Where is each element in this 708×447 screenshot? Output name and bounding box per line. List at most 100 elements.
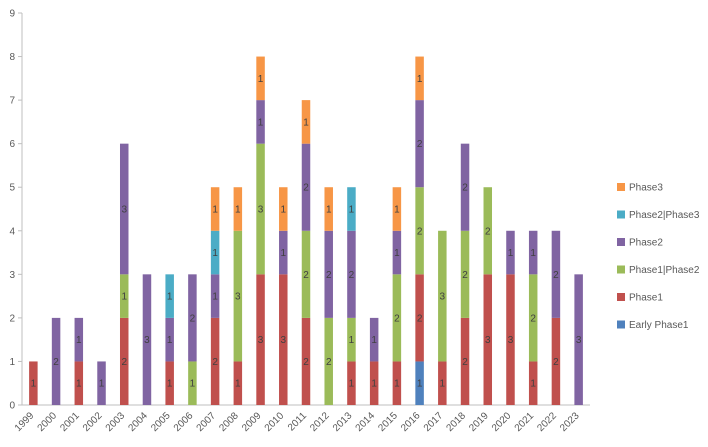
bar-segment bbox=[392, 187, 402, 231]
data-label: 1 bbox=[326, 205, 332, 216]
data-label: 1 bbox=[371, 335, 377, 346]
y-tick-label: 4 bbox=[9, 226, 15, 237]
data-label: 1 bbox=[417, 379, 423, 390]
x-tick-label: 2005 bbox=[149, 410, 173, 434]
legend-label: Phase3 bbox=[629, 183, 663, 194]
bar-segment bbox=[483, 274, 493, 405]
bar-segment bbox=[256, 143, 265, 275]
x-tick-label: 2022 bbox=[535, 410, 559, 434]
data-label: 1 bbox=[76, 379, 82, 390]
bar-segment bbox=[210, 274, 220, 318]
data-label: 2 bbox=[394, 313, 400, 324]
bars bbox=[29, 56, 583, 405]
bar-segment bbox=[210, 317, 220, 405]
data-label: 3 bbox=[121, 205, 127, 216]
bar-segment bbox=[347, 317, 356, 362]
bar-segment bbox=[165, 361, 174, 405]
y-tick-label: 5 bbox=[9, 183, 15, 194]
legend-label: Phase2 bbox=[629, 238, 663, 249]
legend-swatch bbox=[617, 183, 625, 191]
bar-segment bbox=[165, 274, 174, 318]
data-label: 3 bbox=[485, 335, 491, 346]
bar-segment bbox=[324, 187, 333, 231]
legend-swatch bbox=[617, 210, 625, 219]
legend-label: Phase1|Phase2 bbox=[629, 265, 700, 276]
data-label: 2 bbox=[303, 183, 309, 194]
data-label: 2 bbox=[485, 226, 491, 237]
data-label: 2 bbox=[462, 270, 468, 281]
x-tick-label: 2009 bbox=[240, 410, 264, 434]
x-tick-label: 2000 bbox=[36, 410, 60, 434]
data-label: 2 bbox=[190, 313, 196, 324]
data-label: 3 bbox=[258, 205, 264, 216]
data-label: 2 bbox=[417, 313, 423, 324]
data-label: 1 bbox=[303, 117, 309, 128]
data-label: 1 bbox=[235, 379, 241, 390]
data-label: 1 bbox=[530, 379, 536, 390]
bar-segment bbox=[415, 56, 424, 101]
bar-segment bbox=[301, 230, 311, 318]
x-tick-label: 2006 bbox=[172, 410, 196, 434]
bar-segment bbox=[119, 143, 129, 275]
x-tick-label: 2018 bbox=[445, 410, 469, 434]
data-label: 1 bbox=[76, 335, 82, 346]
data-label: 3 bbox=[235, 292, 241, 303]
data-label: 1 bbox=[167, 335, 173, 346]
bar-segment bbox=[528, 274, 538, 362]
data-label: 1 bbox=[167, 379, 173, 390]
data-label: 2 bbox=[212, 357, 218, 368]
x-tick-label: 2019 bbox=[467, 410, 491, 434]
bar-segment bbox=[142, 274, 152, 405]
x-tick-label: 2004 bbox=[126, 410, 150, 434]
bar-segment bbox=[301, 143, 311, 231]
data-label: 2 bbox=[53, 357, 59, 368]
bar-segment bbox=[74, 361, 84, 405]
bar-segment bbox=[574, 274, 583, 405]
bar-segment bbox=[256, 100, 265, 144]
bar-segment bbox=[279, 274, 288, 405]
bar-segment bbox=[119, 317, 129, 405]
bar-segment bbox=[347, 230, 356, 318]
data-label: 2 bbox=[417, 139, 423, 150]
bar-segment bbox=[438, 230, 447, 362]
data-label: 3 bbox=[576, 335, 582, 346]
x-tick-label: 1999 bbox=[13, 410, 37, 434]
data-label: 2 bbox=[303, 357, 309, 368]
legend: Phase3 Phase2|Phase3 Phase2 Phase1|Phase2 Ph… bbox=[617, 183, 700, 331]
data-label: 2 bbox=[530, 313, 536, 324]
data-label: 3 bbox=[440, 292, 446, 303]
legend-swatch bbox=[617, 265, 625, 274]
data-label: 2 bbox=[417, 226, 423, 237]
bar-segment bbox=[233, 230, 243, 362]
x-tick-label: 2021 bbox=[513, 410, 537, 434]
bar-segment bbox=[256, 56, 265, 101]
bar-segment bbox=[415, 274, 424, 362]
bar-segment bbox=[279, 187, 288, 231]
y-tick-label: 8 bbox=[9, 52, 15, 63]
legend-label: Phase1 bbox=[629, 293, 663, 304]
bar-segment bbox=[29, 361, 38, 405]
bar-segment bbox=[415, 187, 424, 275]
legend-swatch bbox=[617, 238, 625, 246]
data-label: 2 bbox=[303, 270, 309, 281]
x-tick-label: 2012 bbox=[308, 410, 332, 434]
data-label: 2 bbox=[462, 357, 468, 368]
bar-segment bbox=[233, 187, 243, 231]
data-label: 2 bbox=[326, 357, 332, 368]
x-tick-label: 2010 bbox=[263, 410, 287, 434]
bar-segment bbox=[460, 317, 470, 405]
legend-label: Early Phase1 bbox=[629, 320, 689, 331]
bar-segment bbox=[97, 361, 106, 405]
bar-segment bbox=[438, 361, 447, 405]
x-tick-label: 2015 bbox=[376, 410, 400, 434]
data-label: 1 bbox=[99, 379, 105, 390]
data-label: 2 bbox=[326, 270, 332, 281]
bar-segment bbox=[483, 187, 493, 275]
x-tick-label: 2011 bbox=[286, 410, 309, 433]
bar-segment bbox=[415, 100, 424, 188]
data-label: 1 bbox=[349, 379, 355, 390]
data-labels: 1 2 1 1 1 2 1 3 3 1 1 1 1 2 2 1 1 1 1 3 1 3 3 1 1 3 1 1 2 2 2 1 2 2 1 1 1 2 1 1… bbox=[31, 74, 582, 390]
bar-segment bbox=[51, 317, 61, 405]
